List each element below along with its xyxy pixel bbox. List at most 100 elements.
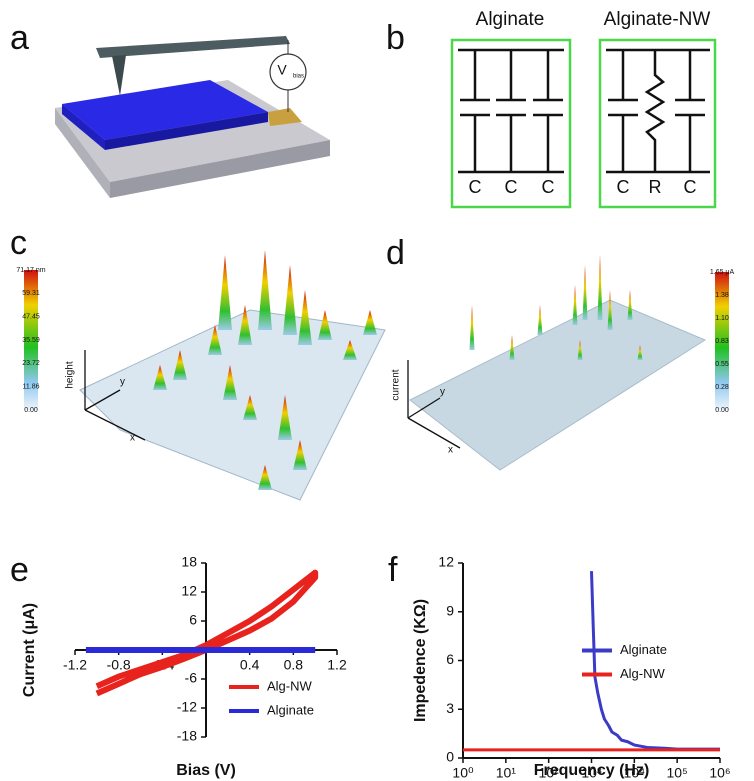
peak	[218, 255, 232, 330]
source-subscript: bias	[293, 74, 304, 80]
legend-label: Alginate	[620, 642, 667, 657]
peak	[343, 340, 357, 360]
y-tick-label: 6	[189, 612, 197, 628]
axis-label: x	[130, 433, 135, 444]
colorbar-label: 0.83	[715, 338, 729, 345]
panel-label: d	[386, 234, 405, 272]
y-tick-label: 12	[181, 583, 197, 599]
colorbar-label: 47.45	[22, 314, 40, 321]
y-tick-label: 12	[438, 554, 454, 570]
y-tick-label: 9	[446, 602, 454, 618]
circuit-title: Alginate	[476, 9, 545, 30]
x-tick-label: 0.4	[240, 657, 260, 673]
colorbar-label: 71.17 nm	[16, 267, 45, 274]
element-label: C	[505, 177, 518, 197]
colorbar-label: 23.72	[22, 360, 40, 367]
circuit-box	[598, 38, 717, 209]
peak	[173, 350, 187, 380]
colorbar-label: 1.38	[715, 292, 729, 299]
peak	[469, 305, 475, 350]
peak	[258, 465, 272, 490]
colorbar-label: 1.65 μA	[710, 269, 735, 276]
colorbar-label: 0.28	[715, 384, 729, 391]
x-tick-label: -0.8	[107, 657, 131, 673]
x-axis-title: Frequency (Hz)	[534, 762, 650, 779]
peak	[238, 305, 252, 345]
peak	[572, 285, 578, 325]
surface	[409, 299, 707, 471]
x-tick-label: 10⁶	[709, 765, 730, 781]
peak	[283, 265, 297, 335]
peak	[243, 395, 257, 420]
colorbar-label: 11.86	[23, 384, 40, 391]
colorbar-label: 0.00	[715, 407, 729, 414]
circuit-diagram	[458, 48, 710, 174]
peak	[293, 440, 307, 470]
surface	[79, 309, 386, 501]
panel-label: c	[10, 224, 27, 262]
y-tick-label: -6	[185, 670, 198, 686]
x-tick-label: 10⁴	[624, 765, 646, 781]
y-tick-label: -18	[177, 728, 197, 744]
y-tick-label: 6	[446, 651, 454, 667]
x-tick-label: 10³	[581, 765, 602, 781]
panel-label: a	[10, 19, 29, 57]
x-tick-label: 0.8	[284, 657, 304, 673]
peak	[607, 290, 613, 330]
peak	[298, 290, 312, 345]
axis-label: y	[120, 377, 125, 388]
element-label: C	[684, 177, 697, 197]
peak	[318, 310, 332, 340]
peak	[208, 325, 222, 355]
axis-label: y	[440, 387, 445, 398]
x-tick-label: 10¹	[496, 765, 517, 781]
peak	[278, 395, 292, 440]
colorbar	[715, 272, 729, 410]
x-tick-label: -1.2	[63, 657, 87, 673]
axis-triad	[407, 360, 461, 449]
peak	[627, 290, 633, 320]
axis-label: height	[65, 361, 76, 388]
peak	[258, 250, 272, 330]
element-label: C	[469, 177, 482, 197]
y-tick-label: 0	[446, 749, 454, 765]
peak	[223, 365, 237, 400]
axis-triad	[84, 350, 146, 441]
x-tick-label: 10⁰	[452, 765, 474, 781]
peak	[363, 310, 377, 335]
x-tick-label: 1.2	[327, 657, 347, 673]
axis-label: current	[391, 369, 402, 400]
panel-label: e	[10, 551, 29, 589]
colorbar-label: 1.10	[715, 315, 729, 322]
colorbar-label: 35.59	[22, 337, 40, 344]
element-label: C	[617, 177, 630, 197]
y-tick-label: -12	[177, 699, 197, 715]
x-tick-label: 10²	[539, 765, 560, 781]
peak	[637, 345, 643, 360]
source-label: V	[277, 62, 287, 78]
colorbar	[24, 270, 38, 410]
circuit-box	[450, 38, 572, 209]
panel-label: b	[386, 19, 405, 57]
legend-label: Alg-NW	[620, 666, 666, 681]
peak	[582, 265, 588, 320]
series-line	[590, 571, 720, 751]
peak	[153, 365, 167, 390]
panel-label: f	[388, 551, 398, 589]
y-tick-label: 18	[181, 554, 197, 570]
circuit-title: Alginate-NW	[604, 9, 711, 30]
surface-peaks	[469, 255, 643, 360]
element-label: C	[542, 177, 555, 197]
peak	[577, 340, 583, 360]
axis-label: x	[448, 445, 453, 456]
colorbar-label: 0.00	[24, 407, 38, 414]
y-axis-title: Impedence (KΩ)	[412, 599, 429, 722]
element-label: R	[649, 177, 662, 197]
surface-peaks	[153, 250, 377, 490]
legend-label: Alg-NW	[267, 678, 313, 693]
y-axis-title: Current (μA)	[21, 603, 38, 697]
legend-label: Alginate	[267, 702, 314, 717]
series-line	[95, 569, 319, 697]
peak	[537, 305, 543, 335]
